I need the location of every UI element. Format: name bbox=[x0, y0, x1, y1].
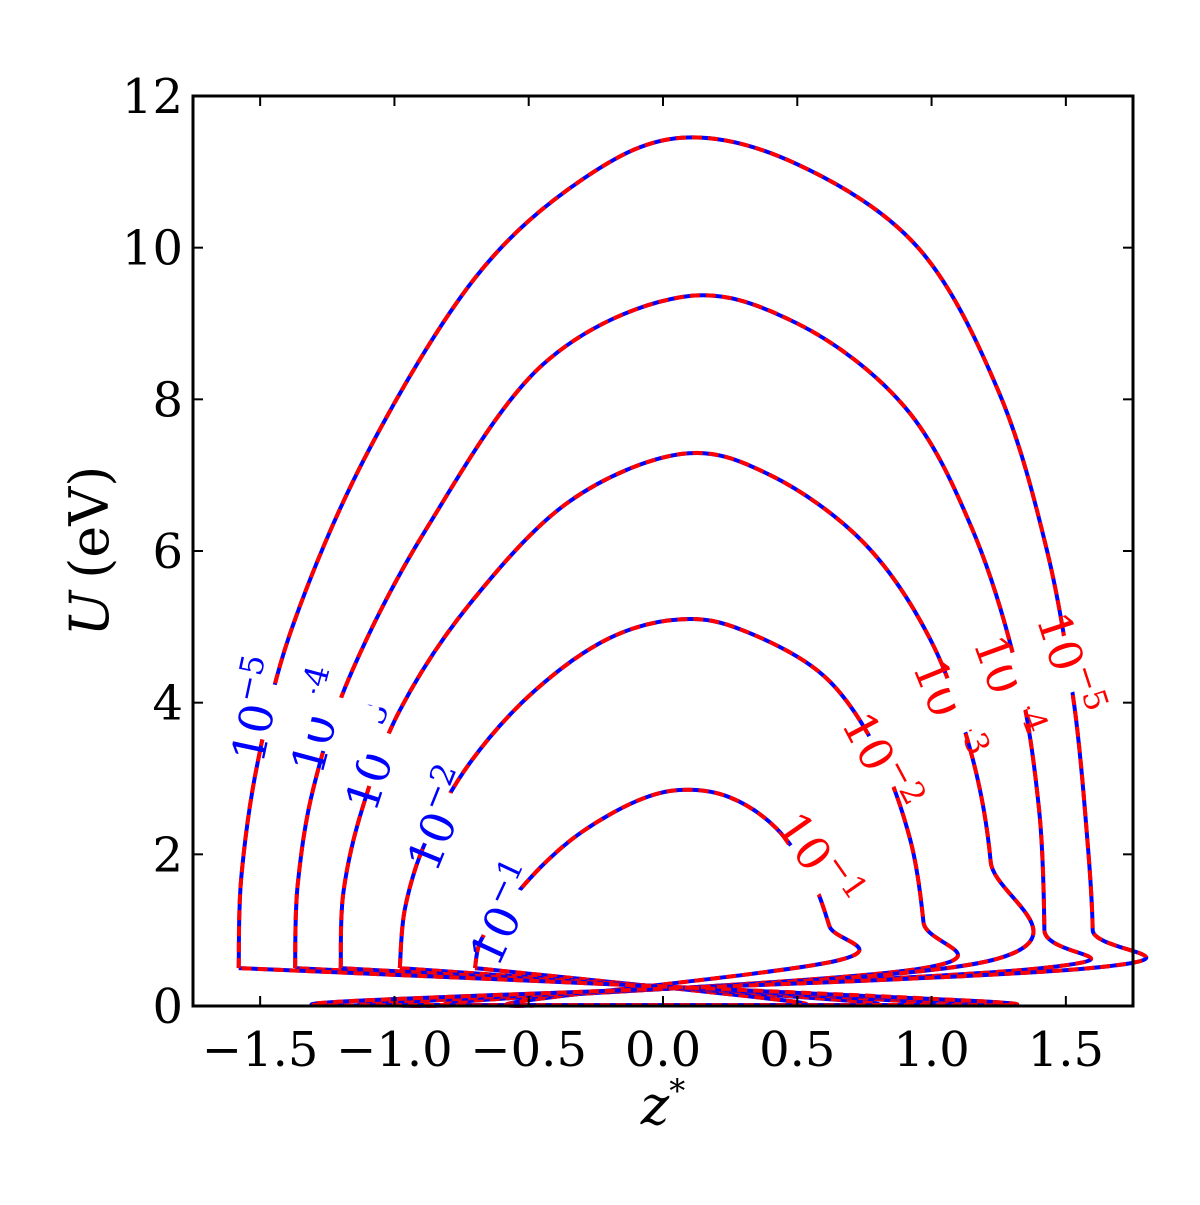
tick-labels-layer: −1.5 −1.0 −0.5 0.0 0.5 1.0 1.5 0 2 4 6 8 10 12 bbox=[122, 69, 1104, 1078]
contour-red-3 bbox=[338, 450, 1036, 1008]
x-tick-label: 1.0 bbox=[893, 1022, 969, 1078]
x-tick-label: −0.5 bbox=[470, 1022, 587, 1078]
x-tick-label: 0.0 bbox=[625, 1022, 701, 1078]
y-tick-label: 2 bbox=[152, 827, 183, 883]
contour-red-2 bbox=[397, 617, 960, 1008]
contour-red-5 bbox=[236, 135, 1149, 1008]
x-axis-label: z* bbox=[640, 1072, 685, 1137]
contour-label-gap bbox=[203, 672, 317, 749]
contour-red-1 bbox=[473, 787, 862, 1008]
y-tick-label: 10 bbox=[122, 221, 183, 277]
x-tick-label: 1.5 bbox=[1028, 1022, 1104, 1078]
axis-labels-layer: z* U (eV) bbox=[58, 466, 685, 1137]
contour-label-gap bbox=[757, 809, 875, 915]
y-tick-label: 0 bbox=[152, 979, 183, 1035]
y-tick-label: 6 bbox=[152, 524, 183, 580]
x-tick-label: −1.5 bbox=[202, 1022, 319, 1078]
x-axis-superscript: * bbox=[669, 1072, 685, 1110]
x-axis-symbol: z bbox=[640, 1074, 670, 1137]
y-axis-unit: (eV) bbox=[58, 466, 121, 579]
blue-label-5: 10−5 bbox=[214, 651, 296, 767]
contour-blue-5 bbox=[236, 135, 1149, 1008]
contour-label-base: 10 bbox=[221, 699, 286, 767]
ticks-layer bbox=[193, 95, 1133, 1007]
y-tick-label: 4 bbox=[152, 676, 183, 732]
y-axis-label: U (eV) bbox=[58, 466, 121, 637]
y-axis-symbol: U bbox=[58, 589, 121, 636]
x-tick-label: −1.0 bbox=[336, 1022, 453, 1078]
y-tick-label: 8 bbox=[152, 372, 183, 428]
x-tick-label: 0.5 bbox=[759, 1022, 835, 1078]
contour-label-gap bbox=[1007, 622, 1124, 708]
contour-label-gap bbox=[448, 867, 567, 963]
y-tick-label: 12 bbox=[122, 69, 183, 125]
curves-layer bbox=[236, 135, 1149, 1008]
